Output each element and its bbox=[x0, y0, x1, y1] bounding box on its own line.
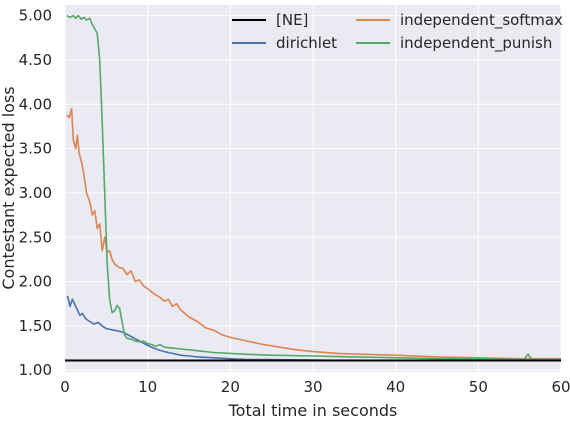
y-tick-label: 5.00 bbox=[19, 7, 52, 25]
x-tick-label: 60 bbox=[551, 378, 570, 396]
y-tick-label: 3.50 bbox=[19, 140, 52, 158]
legend: [NE] dirichlet independent_softmax independ… bbox=[232, 11, 563, 53]
x-tick-label: 20 bbox=[221, 378, 240, 396]
legend-label: [NE] bbox=[276, 11, 308, 29]
y-tick-label: 1.00 bbox=[19, 361, 52, 379]
legend-label: dirichlet bbox=[276, 34, 337, 52]
y-tick-label: 4.50 bbox=[19, 51, 52, 69]
legend-label: independent_softmax bbox=[400, 11, 563, 30]
y-tick-label: 2.50 bbox=[19, 228, 52, 246]
x-tick-label: 30 bbox=[303, 378, 322, 396]
y-tick-label: 1.50 bbox=[19, 317, 52, 335]
series-line-independent-punish bbox=[66, 14, 561, 361]
x-tick-label: 0 bbox=[60, 378, 70, 396]
x-axis-label: Total time in seconds bbox=[228, 401, 398, 420]
y-tick-label: 4.00 bbox=[19, 95, 52, 113]
x-tick-label: 40 bbox=[386, 378, 405, 396]
x-tick-label: 50 bbox=[469, 378, 488, 396]
x-tick-label: 10 bbox=[138, 378, 157, 396]
tick-labels: 0 10 20 30 40 50 60 1.00 1.50 2.00 2.50 3.00 3.50 4.0… bbox=[19, 7, 570, 396]
y-tick-label: 2.00 bbox=[19, 273, 52, 291]
series-layer bbox=[65, 14, 561, 362]
y-axis-label: Contestant expected loss bbox=[0, 86, 18, 289]
series-line-independent-softmax bbox=[66, 107, 561, 360]
grid bbox=[64, 5, 562, 372]
legend-label: independent_punish bbox=[400, 34, 552, 53]
y-tick-label: 3.00 bbox=[19, 184, 52, 202]
